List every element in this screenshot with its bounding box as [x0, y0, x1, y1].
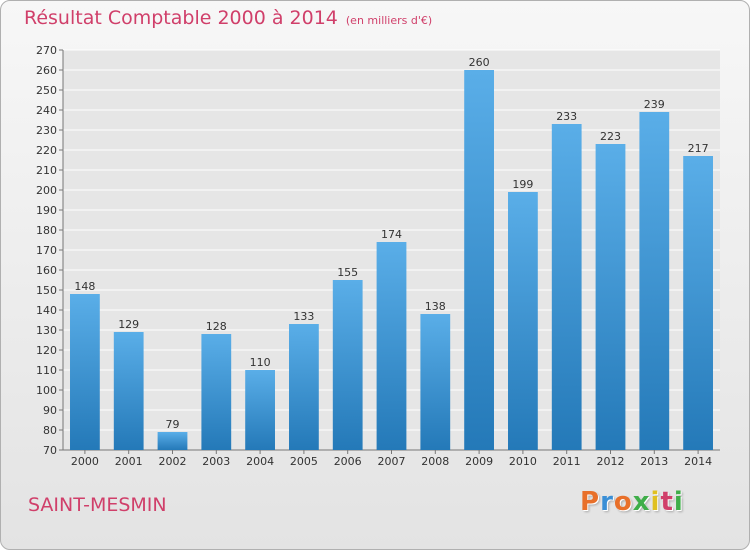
data-label-2012: 223 — [600, 130, 621, 143]
y-tick-label: 270 — [36, 44, 57, 57]
data-label-2010: 199 — [512, 178, 533, 191]
data-label-2009: 260 — [469, 56, 490, 69]
bar-2011 — [551, 124, 582, 450]
y-tick-label: 250 — [36, 84, 57, 97]
data-label-2013: 239 — [644, 98, 665, 111]
bar-2003 — [201, 334, 232, 450]
bar-2001 — [113, 332, 144, 450]
x-tick-label-2005: 2005 — [290, 455, 318, 468]
data-label-2000: 148 — [74, 280, 95, 293]
x-tick-label-2006: 2006 — [334, 455, 362, 468]
data-label-2003: 128 — [206, 320, 227, 333]
data-label-2008: 138 — [425, 300, 446, 313]
unit-text: (en milliers d'€) — [345, 14, 433, 27]
x-tick-label-2014: 2014 — [684, 455, 712, 468]
title-text: Résultat Comptable 2000 à 2014 — [24, 7, 338, 29]
x-tick-label-2007: 2007 — [378, 455, 406, 468]
chart-title: Résultat Comptable 2000 à 2014 (en millie… — [24, 7, 432, 29]
y-tick-label: 230 — [36, 124, 57, 137]
bar-2012 — [595, 144, 626, 450]
bar-2013 — [639, 112, 670, 450]
x-tick-label-2009: 2009 — [465, 455, 493, 468]
data-label-2004: 110 — [250, 356, 271, 369]
data-label-2007: 174 — [381, 228, 402, 241]
y-tick-label: 140 — [36, 304, 57, 317]
data-label-2002: 79 — [166, 418, 180, 431]
y-tick-label: 160 — [36, 264, 57, 277]
x-tick-label-2003: 2003 — [202, 455, 230, 468]
y-tick-label: 100 — [36, 384, 57, 397]
bar-2007 — [376, 242, 407, 450]
y-tick-label: 80 — [43, 424, 57, 437]
y-tick-label: 150 — [36, 284, 57, 297]
y-tick-label: 120 — [36, 344, 57, 357]
bar-2005 — [289, 324, 319, 450]
bar-2009 — [464, 70, 494, 450]
x-tick-label-2008: 2008 — [421, 455, 449, 468]
data-label-2011: 233 — [556, 110, 577, 123]
y-tick-label: 180 — [36, 224, 57, 237]
x-tick-label-2010: 2010 — [509, 455, 537, 468]
y-tick-label: 240 — [36, 104, 57, 117]
proxiti-logo: Proxiti — [580, 487, 684, 517]
x-tick-label-2011: 2011 — [553, 455, 581, 468]
y-tick-label: 200 — [36, 184, 57, 197]
y-tick-label: 190 — [36, 204, 57, 217]
y-tick-label: 220 — [36, 144, 57, 157]
data-label-2006: 155 — [337, 266, 358, 279]
x-tick-label-2000: 2000 — [71, 455, 99, 468]
y-tick-label: 260 — [36, 64, 57, 77]
x-tick-label-2012: 2012 — [597, 455, 625, 468]
bar-2008 — [420, 314, 451, 450]
bar-2010 — [508, 192, 538, 450]
x-tick-label-2004: 2004 — [246, 455, 274, 468]
x-tick-label-2002: 2002 — [159, 455, 187, 468]
y-tick-label: 130 — [36, 324, 57, 337]
bar-2014 — [683, 156, 713, 450]
bar-2004 — [245, 370, 275, 450]
y-tick-label: 110 — [36, 364, 57, 377]
bar-2006 — [332, 280, 363, 450]
x-tick-label-2001: 2001 — [115, 455, 143, 468]
commune-name: SAINT-MESMIN — [28, 494, 167, 516]
data-label-2005: 133 — [293, 310, 314, 323]
bar-2002 — [157, 432, 188, 450]
y-tick-label: 70 — [43, 444, 57, 457]
data-label-2001: 129 — [118, 318, 139, 331]
data-label-2014: 217 — [688, 142, 709, 155]
bar-2000 — [70, 294, 100, 450]
y-tick-label: 210 — [36, 164, 57, 177]
y-tick-label: 170 — [36, 244, 57, 257]
y-tick-label: 90 — [43, 404, 57, 417]
x-tick-label-2013: 2013 — [640, 455, 668, 468]
